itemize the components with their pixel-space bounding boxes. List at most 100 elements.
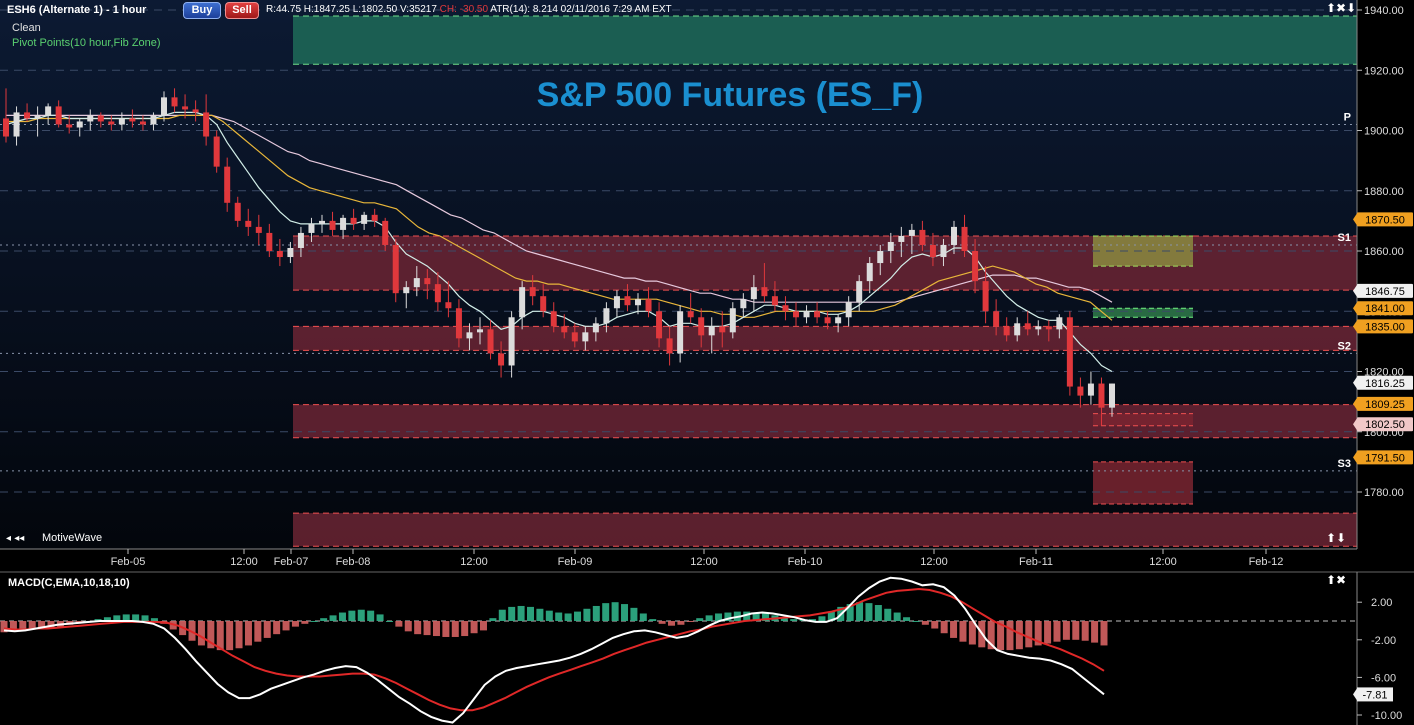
buy-button[interactable]: Buy (183, 2, 221, 19)
candle (118, 118, 125, 125)
macd-histogram-bar (696, 618, 704, 621)
macd-histogram-bar (762, 613, 770, 621)
macd-histogram-bar (724, 612, 732, 621)
candle (761, 287, 768, 297)
macd-histogram-bar (621, 604, 629, 621)
candle (477, 329, 483, 333)
candle (603, 308, 610, 324)
candle (455, 308, 462, 339)
macd-histogram-bar (320, 618, 328, 621)
candle (1024, 323, 1031, 330)
macd-histogram-bar (752, 612, 760, 621)
candle (529, 287, 536, 297)
candle (1045, 326, 1052, 330)
macd-histogram-bar (207, 621, 215, 649)
sell-button[interactable]: Sell (225, 2, 259, 19)
candle (97, 115, 104, 122)
price-marker-arrow (1353, 320, 1357, 333)
macd-histogram-bar (385, 621, 393, 622)
macd-histogram-bar (348, 610, 356, 621)
x-tick-label: Feb-12 (1249, 556, 1284, 568)
candle (55, 106, 62, 125)
study-clean[interactable]: Clean (12, 22, 41, 34)
pivot-zone-red (293, 235, 1357, 291)
macd-histogram-bar (423, 621, 431, 636)
macd-histogram-bar (912, 621, 920, 622)
price-marker-label: 1802.50 (1365, 419, 1405, 431)
macd-histogram-bar (602, 603, 610, 621)
study-pivot-points[interactable]: Pivot Points(10 hour,Fib Zone) (12, 37, 161, 49)
candle (1014, 323, 1021, 336)
candle (255, 226, 262, 233)
candle (835, 317, 842, 324)
candle (803, 311, 810, 318)
macd-title: MACD(C,EMA,10,18,10) (8, 577, 130, 589)
arrows-icon[interactable]: ◂ ◂◂ (6, 533, 24, 544)
y-tick-label: 1900.00 (1364, 126, 1404, 138)
macd-y-tick-label: -6.00 (1371, 672, 1396, 684)
stats-change: CH: -30.50 (439, 4, 489, 15)
macd-histogram-bar (197, 621, 205, 646)
candle (519, 287, 526, 318)
price-marker (1357, 212, 1413, 227)
macd-histogram-bar (743, 611, 751, 621)
macd-histogram-bar (442, 621, 450, 637)
macd-histogram-bar (526, 606, 534, 621)
macd-histogram-bar (903, 617, 911, 621)
macd-histogram-bar (705, 615, 713, 621)
price-marker-label: 1846.75 (1365, 286, 1405, 298)
candle (361, 214, 368, 224)
price-marker-label: 1809.25 (1365, 399, 1405, 411)
macd-histogram-bar (818, 616, 826, 621)
symbol-label[interactable]: ESH6 (Alternate 1) - 1 hour (7, 4, 147, 16)
macd-histogram-bar (338, 612, 346, 621)
scroll-arrows-icon[interactable]: ⬆⬇ (1326, 531, 1346, 545)
macd-histogram-bar (122, 614, 130, 621)
macd-histogram-bar (1015, 621, 1023, 650)
candle (1035, 326, 1042, 330)
candle (972, 251, 979, 282)
macd-histogram-bar (686, 621, 694, 622)
macd-histogram-bar (921, 621, 929, 625)
candle (613, 296, 620, 309)
price-marker-arrow (1353, 302, 1357, 315)
pivot-zone-red (293, 513, 1357, 547)
candle (245, 220, 252, 227)
candle (182, 106, 189, 110)
candle (687, 311, 694, 318)
price-marker-label: 1835.00 (1365, 321, 1405, 333)
macd-value-tag (1357, 687, 1393, 702)
candle (793, 311, 799, 318)
stats-bar: R:44.75 H:1847.25 L:1802.50 V:35217 CH: … (266, 4, 672, 15)
x-tick-label: Feb-10 (788, 556, 823, 568)
macd-histogram-bar (451, 621, 459, 637)
x-tick-label: Feb-11 (1019, 556, 1053, 568)
candle (961, 226, 968, 251)
candle (582, 332, 589, 342)
macd-histogram-bar (574, 611, 582, 621)
macd-histogram-bar (461, 621, 469, 637)
macd-histogram-bar (47, 621, 55, 629)
top-controls-icon[interactable]: ⬆✖⬇ (1326, 1, 1356, 15)
macd-histogram-bar (865, 603, 873, 621)
candle (13, 112, 20, 137)
candle (413, 278, 420, 288)
panel-controls-icon[interactable]: ⬆✖ (1326, 573, 1346, 587)
macd-histogram-bar (404, 621, 412, 632)
macd-histogram-bar (432, 621, 440, 637)
macd-histogram-bar (263, 621, 271, 638)
candle (571, 332, 578, 342)
candle (645, 299, 652, 312)
candle (445, 302, 452, 309)
x-tick-label: 12:00 (460, 556, 488, 568)
macd-histogram-bar (827, 611, 835, 621)
candle (139, 121, 146, 125)
candle (319, 220, 325, 224)
macd-histogram-bar (968, 621, 976, 645)
candle (297, 232, 304, 248)
candle (624, 296, 631, 306)
macd-histogram-bar (1044, 621, 1052, 644)
candle (266, 232, 273, 251)
y-tick-label: 1820.00 (1364, 367, 1404, 379)
